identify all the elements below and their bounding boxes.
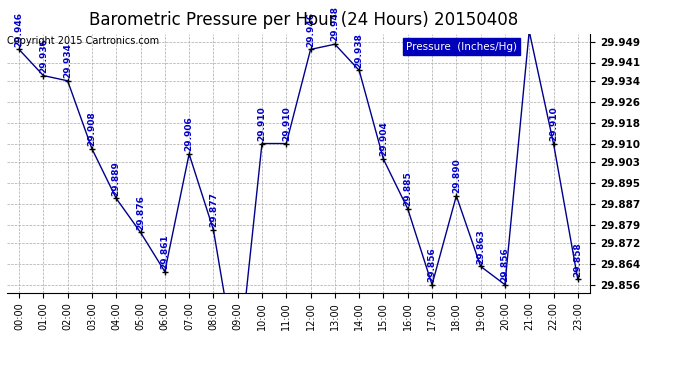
Text: 29.908: 29.908: [88, 111, 97, 146]
Text: 29.890: 29.890: [452, 158, 461, 193]
Text: 29.858: 29.858: [573, 242, 582, 277]
Text: 29.856: 29.856: [500, 247, 509, 282]
Text: 29.953: 29.953: [0, 374, 1, 375]
Text: Pressure  (Inches/Hg): Pressure (Inches/Hg): [406, 42, 518, 51]
Text: 29.876: 29.876: [136, 195, 145, 230]
Text: 29.946: 29.946: [306, 12, 315, 46]
Text: 29.936: 29.936: [39, 38, 48, 73]
Text: 29.906: 29.906: [185, 117, 194, 151]
Text: Barometric Pressure per Hour (24 Hours) 20150408: Barometric Pressure per Hour (24 Hours) …: [89, 11, 518, 29]
Text: 29.822: 29.822: [0, 374, 1, 375]
Text: Copyright 2015 Cartronics.com: Copyright 2015 Cartronics.com: [8, 36, 159, 46]
Text: 29.938: 29.938: [355, 33, 364, 68]
Text: 29.889: 29.889: [112, 161, 121, 196]
Text: 29.856: 29.856: [428, 247, 437, 282]
Text: 29.910: 29.910: [549, 106, 558, 141]
Text: 29.904: 29.904: [379, 122, 388, 156]
Text: 29.863: 29.863: [476, 229, 485, 264]
Text: 29.910: 29.910: [257, 106, 266, 141]
Text: 29.948: 29.948: [331, 6, 339, 41]
Text: 29.934: 29.934: [63, 43, 72, 78]
Text: 29.910: 29.910: [282, 106, 290, 141]
Text: 29.861: 29.861: [160, 234, 169, 269]
Text: 29.946: 29.946: [14, 12, 23, 46]
Text: 29.885: 29.885: [403, 171, 412, 206]
Text: 29.877: 29.877: [209, 192, 218, 227]
